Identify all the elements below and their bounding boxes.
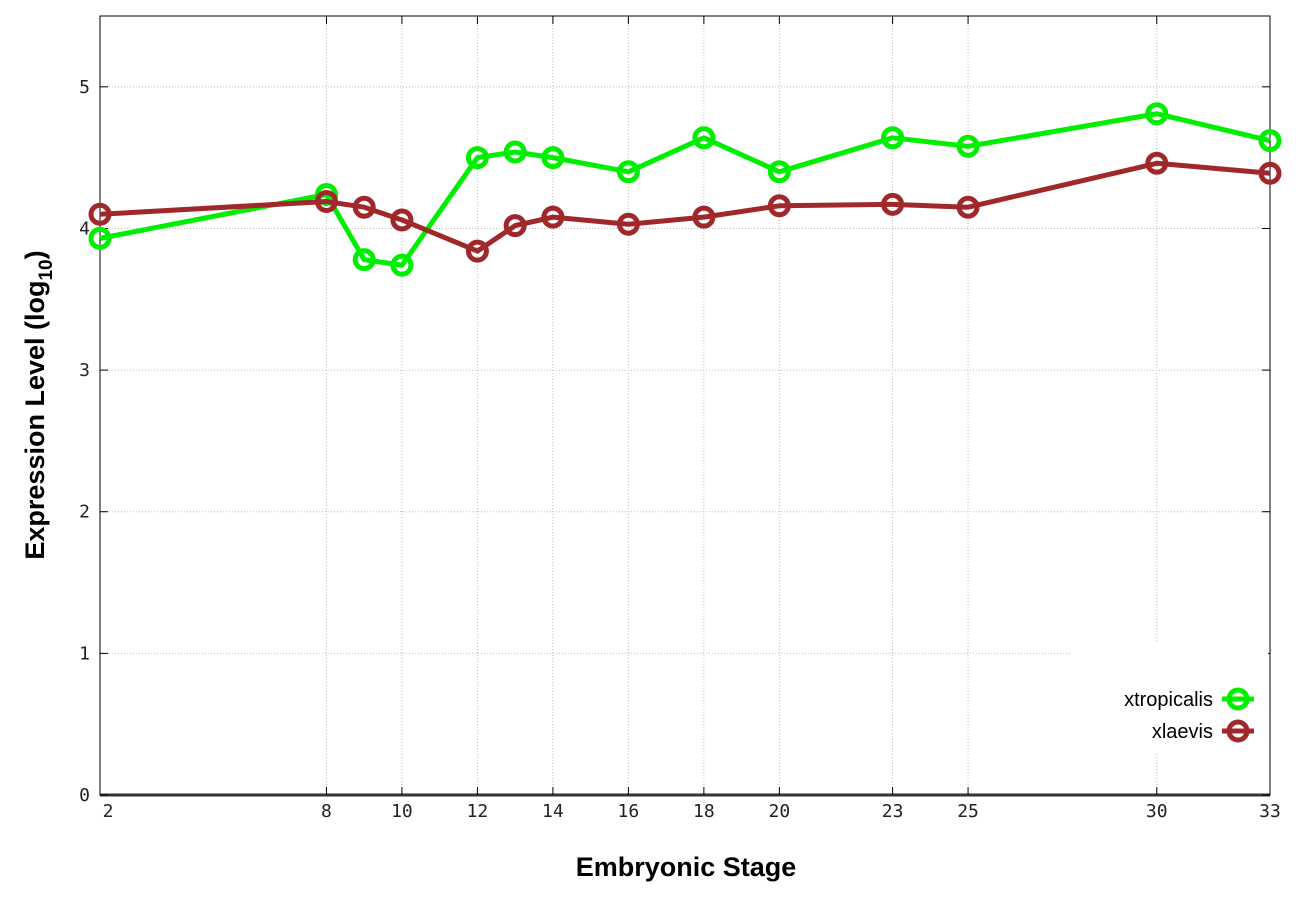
y-tick-label: 3 — [79, 360, 90, 381]
y-tick-label: 5 — [79, 77, 90, 98]
x-tick-label: 14 — [542, 801, 564, 822]
data-point-xlaevis — [88, 202, 112, 226]
data-point-xtropicalis — [1258, 129, 1282, 153]
data-point-xlaevis — [881, 192, 905, 216]
x-tick-label: 33 — [1259, 801, 1281, 822]
x-tick-label: 20 — [769, 801, 791, 822]
data-point-xtropicalis — [1145, 102, 1169, 126]
y-axis-label: Expression Level (log10) — [20, 250, 57, 559]
legend: xtropicalis xlaevis — [1072, 642, 1268, 752]
x-tick-label: 25 — [957, 801, 979, 822]
series-layer — [88, 102, 1282, 277]
data-point-xtropicalis — [390, 253, 414, 277]
data-point-xtropicalis — [352, 248, 376, 272]
data-point-xtropicalis — [503, 140, 527, 164]
x-tick-label: 18 — [693, 801, 715, 822]
x-tick-label: 23 — [882, 801, 904, 822]
x-tick-label: 10 — [391, 801, 413, 822]
data-point-xtropicalis — [541, 146, 565, 170]
data-point-xlaevis — [692, 205, 716, 229]
x-axis-label: Embryonic Stage — [576, 852, 797, 882]
x-tick-label: 12 — [467, 801, 489, 822]
data-point-xtropicalis — [767, 160, 791, 184]
data-point-xlaevis — [767, 194, 791, 218]
data-point-xlaevis — [956, 195, 980, 219]
x-tick-label: 16 — [618, 801, 640, 822]
y-tick-label: 1 — [79, 643, 90, 664]
data-point-xlaevis — [541, 205, 565, 229]
data-point-xtropicalis — [692, 126, 716, 150]
data-point-xlaevis — [1258, 161, 1282, 185]
y-tick-label: 2 — [79, 502, 90, 523]
y-tick-label: 4 — [79, 218, 90, 239]
x-tick-label: 30 — [1146, 801, 1168, 822]
data-point-xlaevis — [465, 239, 489, 263]
data-point-xlaevis — [503, 214, 527, 238]
data-point-xlaevis — [314, 190, 338, 214]
data-point-xlaevis — [616, 212, 640, 236]
legend-marker-xtropicalis — [1226, 687, 1250, 711]
data-point-xtropicalis — [616, 160, 640, 184]
series-line-xtropicalis — [99, 111, 1271, 268]
y-tick-label: 0 — [79, 785, 90, 806]
series-line-xlaevis — [99, 160, 1271, 254]
data-point-xtropicalis — [881, 126, 905, 150]
x-tick-label: 8 — [321, 801, 332, 822]
x-tick-label: 2 — [103, 801, 114, 822]
legend-label-xlaevis: xlaevis — [1152, 721, 1213, 743]
legend-label-xtropicalis: xtropicalis — [1124, 689, 1213, 711]
legend-marker-xlaevis — [1226, 719, 1250, 743]
data-point-xtropicalis — [956, 134, 980, 158]
data-point-xtropicalis — [88, 226, 112, 250]
data-point-xlaevis — [352, 195, 376, 219]
data-point-xtropicalis — [465, 146, 489, 170]
data-point-xlaevis — [1145, 151, 1169, 175]
data-point-xlaevis — [390, 208, 414, 232]
